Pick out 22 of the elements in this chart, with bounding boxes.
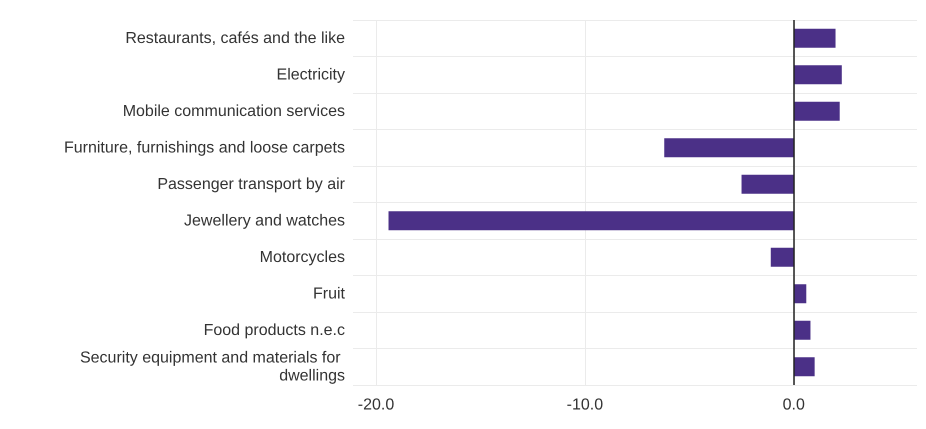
bar [770, 248, 794, 267]
bar [388, 211, 794, 230]
bar [794, 102, 840, 121]
x-tick-label: -20.0 [358, 396, 394, 414]
x-tick-label: 0.0 [782, 396, 805, 414]
bar [794, 357, 815, 376]
y-tick-label: Food products n.e.c [204, 322, 345, 339]
bar [794, 28, 836, 48]
y-tick-label: Furniture, furnishings and loose carpets [64, 139, 345, 156]
y-tick-label: Jewellery and watches [184, 212, 345, 230]
bar [664, 138, 794, 158]
y-tick-label: Restaurants, cafés and the like [125, 30, 346, 47]
x-tick-label: -10.0 [566, 396, 604, 414]
y-tick-label: Security equipment and materials for dwellings [80, 349, 345, 384]
y-tick-label: Motorcycles [260, 248, 345, 266]
y-tick-label: Mobile communication services [122, 102, 345, 120]
y-tick-label: Passenger transport by air [157, 176, 346, 193]
y-tick-label: Fruit [313, 285, 346, 302]
bar [794, 320, 810, 340]
y-tick-label: Electricity [276, 66, 345, 84]
bar [794, 65, 842, 84]
bar [742, 174, 794, 194]
